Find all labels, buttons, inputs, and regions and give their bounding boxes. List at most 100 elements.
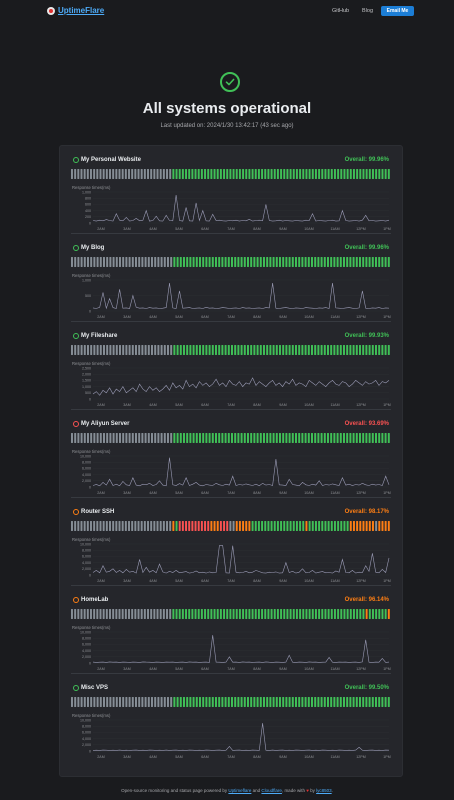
- uptime-day-bar[interactable]: [352, 169, 355, 179]
- uptime-day-bar[interactable]: [219, 521, 222, 531]
- uptime-day-bar[interactable]: [71, 521, 73, 531]
- uptime-day-bar[interactable]: [375, 521, 378, 531]
- uptime-day-bar[interactable]: [175, 609, 178, 619]
- uptime-day-bar[interactable]: [125, 433, 128, 443]
- uptime-day-bar[interactable]: [195, 257, 198, 267]
- uptime-day-bar[interactable]: [189, 697, 192, 707]
- uptime-day-bar[interactable]: [159, 521, 162, 531]
- uptime-day-bar[interactable]: [128, 697, 131, 707]
- uptime-day-bar[interactable]: [166, 169, 169, 179]
- uptime-day-bar[interactable]: [254, 521, 257, 531]
- uptime-day-bar[interactable]: [368, 433, 371, 443]
- uptime-day-bar[interactable]: [211, 697, 214, 707]
- uptime-day-bar[interactable]: [298, 345, 301, 355]
- uptime-day-bar[interactable]: [234, 257, 237, 267]
- uptime-day-bar[interactable]: [232, 169, 235, 179]
- uptime-day-bar[interactable]: [74, 697, 77, 707]
- uptime-day-bar[interactable]: [160, 433, 163, 443]
- uptime-day-bar[interactable]: [301, 697, 304, 707]
- uptime-day-bar[interactable]: [90, 257, 93, 267]
- uptime-day-bar[interactable]: [216, 609, 219, 619]
- uptime-day-bar[interactable]: [141, 433, 144, 443]
- uptime-day-bar[interactable]: [109, 433, 112, 443]
- uptime-day-bar[interactable]: [285, 697, 288, 707]
- uptime-day-bar[interactable]: [323, 433, 326, 443]
- uptime-day-bar[interactable]: [285, 345, 288, 355]
- uptime-day-bar[interactable]: [202, 697, 205, 707]
- uptime-day-bar[interactable]: [339, 697, 342, 707]
- uptime-day-bar[interactable]: [263, 433, 265, 443]
- uptime-day-bar[interactable]: [96, 169, 99, 179]
- uptime-day-bar[interactable]: [273, 521, 276, 531]
- uptime-day-bar[interactable]: [223, 609, 226, 619]
- uptime-day-bar[interactable]: [115, 609, 118, 619]
- uptime-day-bar[interactable]: [102, 169, 105, 179]
- uptime-day-bar[interactable]: [215, 257, 217, 267]
- uptime-day-bar[interactable]: [356, 521, 359, 531]
- uptime-day-bar[interactable]: [128, 433, 131, 443]
- uptime-day-bar[interactable]: [93, 609, 96, 619]
- uptime-day-bar[interactable]: [295, 169, 298, 179]
- uptime-day-bar[interactable]: [167, 433, 169, 443]
- uptime-day-bar[interactable]: [112, 169, 115, 179]
- uptime-day-bar[interactable]: [291, 433, 294, 443]
- uptime-day-bar[interactable]: [80, 521, 83, 531]
- uptime-day-bar[interactable]: [234, 433, 237, 443]
- uptime-day-bar[interactable]: [346, 609, 349, 619]
- uptime-day-bar[interactable]: [191, 169, 194, 179]
- uptime-day-bar[interactable]: [247, 345, 249, 355]
- uptime-day-bar[interactable]: [226, 609, 229, 619]
- uptime-day-bar[interactable]: [74, 609, 77, 619]
- uptime-day-bar[interactable]: [288, 433, 291, 443]
- uptime-day-bar[interactable]: [320, 345, 323, 355]
- uptime-day-bar[interactable]: [352, 345, 355, 355]
- uptime-day-bar[interactable]: [99, 521, 102, 531]
- uptime-day-bar[interactable]: [272, 697, 275, 707]
- uptime-day-bar[interactable]: [381, 697, 384, 707]
- uptime-day-bar[interactable]: [266, 257, 269, 267]
- uptime-day-bar[interactable]: [259, 697, 262, 707]
- uptime-day-bar[interactable]: [355, 697, 358, 707]
- uptime-day-bar[interactable]: [311, 345, 313, 355]
- uptime-day-bar[interactable]: [273, 609, 276, 619]
- uptime-day-bar[interactable]: [118, 169, 121, 179]
- uptime-day-bar[interactable]: [298, 433, 301, 443]
- uptime-day-bar[interactable]: [378, 521, 381, 531]
- uptime-day-bar[interactable]: [339, 257, 342, 267]
- uptime-day-bar[interactable]: [279, 257, 281, 267]
- uptime-day-bar[interactable]: [378, 433, 381, 443]
- uptime-day-bar[interactable]: [308, 521, 311, 531]
- uptime-day-bar[interactable]: [71, 433, 73, 443]
- uptime-day-bar[interactable]: [237, 345, 240, 355]
- uptime-day-bar[interactable]: [324, 609, 327, 619]
- uptime-day-bar[interactable]: [327, 433, 329, 443]
- uptime-day-bar[interactable]: [256, 697, 259, 707]
- uptime-day-bar[interactable]: [304, 257, 307, 267]
- uptime-day-bar[interactable]: [253, 433, 256, 443]
- uptime-day-bar[interactable]: [267, 169, 270, 179]
- uptime-day-bar[interactable]: [188, 609, 191, 619]
- uptime-day-bar[interactable]: [317, 345, 320, 355]
- uptime-day-bar[interactable]: [259, 257, 262, 267]
- uptime-day-bar[interactable]: [336, 257, 339, 267]
- uptime-day-bar[interactable]: [378, 697, 381, 707]
- uptime-day-bar[interactable]: [349, 433, 352, 443]
- uptime-day-bar[interactable]: [210, 521, 213, 531]
- uptime-day-bar[interactable]: [144, 257, 147, 267]
- uptime-day-bar[interactable]: [245, 609, 248, 619]
- uptime-day-bar[interactable]: [83, 433, 86, 443]
- uptime-day-bar[interactable]: [285, 433, 288, 443]
- uptime-day-bar[interactable]: [173, 433, 176, 443]
- uptime-day-bar[interactable]: [138, 433, 141, 443]
- uptime-day-bar[interactable]: [311, 521, 314, 531]
- uptime-day-bar[interactable]: [318, 169, 321, 179]
- uptime-day-bar[interactable]: [109, 609, 111, 619]
- uptime-day-bar[interactable]: [208, 345, 211, 355]
- uptime-day-bar[interactable]: [134, 521, 137, 531]
- uptime-day-bar[interactable]: [77, 345, 80, 355]
- uptime-day-bar[interactable]: [183, 257, 185, 267]
- uptime-day-bar[interactable]: [343, 169, 346, 179]
- uptime-day-bar[interactable]: [349, 257, 352, 267]
- uptime-day-bar[interactable]: [119, 697, 121, 707]
- uptime-day-bar[interactable]: [74, 433, 77, 443]
